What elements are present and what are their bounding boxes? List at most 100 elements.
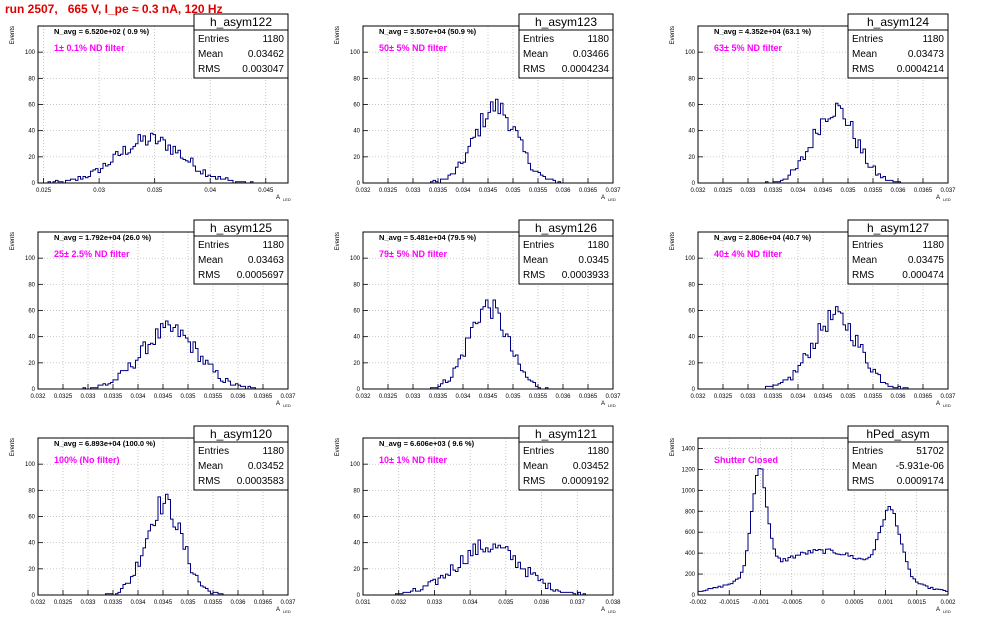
histogram-panel-h_asym124: 0 20 40 60 80 100 0.032 0.0325 0.033 0.0335 0.034 0… — [670, 13, 956, 202]
y-tick-label: 80 — [688, 282, 695, 288]
y-tick-label: 800 — [685, 509, 696, 515]
stats-value: 0.0009192 — [562, 476, 610, 487]
x-tick-label: 0.038 — [605, 600, 621, 606]
x-tick-label: 0.032 — [30, 600, 46, 606]
x-tick-label: 0.033 — [80, 600, 96, 606]
x-tick-label: 0.036 — [555, 188, 571, 194]
histogram-line — [38, 132, 288, 184]
y-tick-label: 0 — [32, 387, 36, 393]
x-tick-label: 0.034 — [790, 394, 806, 400]
x-axis-label-subscript: LED — [943, 197, 951, 202]
x-tick-label: 0.036 — [534, 600, 550, 606]
x-tick-label: -0.0005 — [782, 600, 803, 606]
stats-label: Mean — [523, 49, 548, 60]
y-tick-label: 100 — [25, 256, 36, 262]
x-tick-label: 0.034 — [455, 188, 471, 194]
stats-value: 0.0009174 — [897, 476, 945, 487]
x-tick-label: 0.034 — [130, 394, 146, 400]
stats-label: Entries — [523, 240, 554, 251]
stats-label: Entries — [198, 446, 229, 457]
x-tick-label: 0.002 — [940, 600, 956, 606]
x-tick-label: 0.0355 — [529, 188, 548, 194]
filter-note: 50± 5% ND filter — [379, 43, 447, 53]
stats-box-title: h_asym125 — [210, 221, 272, 235]
y-tick-label: 20 — [353, 155, 360, 161]
stats-value: 0.03466 — [573, 49, 610, 60]
y-tick-label: 80 — [353, 282, 360, 288]
x-tick-label: 0.0325 — [379, 188, 398, 194]
x-tick-label: 0.031 — [355, 600, 371, 606]
y-tick-label: 40 — [353, 129, 360, 135]
x-tick-label: 0.032 — [355, 394, 371, 400]
stats-label: Entries — [852, 446, 883, 457]
x-tick-label: 0.0365 — [579, 394, 598, 400]
x-tick-label: 0.0365 — [254, 600, 273, 606]
x-tick-label: 0.032 — [355, 188, 371, 194]
stats-box: hPed_asym Entries 51702 Mean -5.931e-06 RMS 0.… — [847, 425, 949, 491]
x-tick-label: 0.033 — [740, 394, 756, 400]
histogram-panel-h_asym121: 0 20 40 60 80 100 0.031 0.032 0.033 0.034 0.035 0.0… — [335, 425, 621, 614]
y-axis-label: Events — [335, 232, 341, 250]
x-tick-label: 0.0355 — [204, 600, 223, 606]
x-tick-label: 0.0325 — [379, 394, 398, 400]
stats-label: RMS — [852, 64, 875, 75]
stats-box-title: h_asym126 — [535, 221, 597, 235]
stats-label: RMS — [523, 476, 546, 487]
stats-box: h_asym124 Entries 1180 Mean 0.03473 RMS 0.0004… — [847, 13, 949, 79]
y-axis-label: Events — [335, 26, 341, 44]
y-tick-label: 60 — [28, 309, 35, 315]
stats-label: Entries — [852, 240, 883, 251]
y-tick-label: 40 — [353, 335, 360, 341]
stats-box-frame — [518, 13, 614, 79]
stats-label: Mean — [198, 255, 223, 266]
x-tick-label: -0.002 — [689, 600, 707, 606]
x-tick-label: 0.0345 — [479, 394, 498, 400]
x-axis-label: A — [601, 607, 605, 613]
x-tick-label: 0.0355 — [204, 394, 223, 400]
stats-box: h_asym122 Entries 1180 Mean 0.03462 RMS 0.0030… — [193, 13, 289, 79]
histogram-panel-h_asym126: 0 20 40 60 80 100 0.032 0.0325 0.033 0.0335 0.034 0… — [335, 219, 621, 408]
navg-label: N_avg = 1.792e+04 (26.0 %) — [54, 233, 152, 242]
y-tick-label: 0 — [692, 387, 696, 393]
x-tick-label: 0.036 — [230, 394, 246, 400]
x-tick-label: 0.0325 — [714, 188, 733, 194]
x-tick-label: 0.0345 — [479, 188, 498, 194]
y-axis-label: Events — [670, 232, 676, 250]
y-tick-label: 20 — [28, 361, 35, 367]
y-tick-label: 0 — [32, 593, 36, 599]
x-tick-label: 0.0325 — [54, 600, 73, 606]
x-tick-label: 0.0345 — [814, 188, 833, 194]
histogram-line — [363, 539, 613, 596]
stats-box: h_asym126 Entries 1180 Mean 0.0345 RMS 0.00039… — [518, 219, 614, 285]
x-tick-label: 0.032 — [30, 394, 46, 400]
y-tick-label: 100 — [25, 462, 36, 468]
stats-box-frame — [518, 219, 614, 285]
x-tick-label: 0.0345 — [814, 394, 833, 400]
x-axis-label-subscript: LED — [608, 403, 616, 408]
stats-value: 1180 — [587, 446, 609, 457]
y-tick-label: 20 — [353, 567, 360, 573]
y-tick-label: 1400 — [682, 446, 696, 452]
x-tick-label: -0.0015 — [719, 600, 740, 606]
x-tick-label: 0.0335 — [104, 600, 123, 606]
navg-label: N_avg = 3.507e+04 (50.9 %) — [379, 27, 477, 36]
x-axis-label-subscript: LED — [943, 403, 951, 408]
stats-box-title: h_asym121 — [535, 427, 597, 441]
stats-label: RMS — [852, 476, 875, 487]
histogram-panel-h_asym122: 0 20 40 60 80 100 0.025 0.03 0.035 0.04 0.045 Event… — [10, 13, 291, 202]
x-tick-label: 0.0345 — [154, 394, 173, 400]
x-tick-label: 0.035 — [505, 188, 521, 194]
x-axis-label-subscript: LED — [608, 609, 616, 614]
filter-note: 10± 1% ND filter — [379, 455, 447, 465]
page-title: run 2507, 665 V, I_pe ≈ 0.3 nA, 120 Hz — [5, 2, 223, 16]
y-tick-label: 100 — [25, 50, 36, 56]
x-tick-label: 0.0365 — [914, 188, 933, 194]
x-tick-label: 0.034 — [455, 394, 471, 400]
x-axis-label: A — [936, 607, 940, 613]
x-axis-label: A — [936, 401, 940, 407]
x-axis-label: A — [601, 401, 605, 407]
x-tick-label: 0.033 — [740, 188, 756, 194]
y-tick-label: 1000 — [682, 488, 696, 494]
x-axis-label: A — [276, 607, 280, 613]
stats-value: 1180 — [922, 240, 944, 251]
